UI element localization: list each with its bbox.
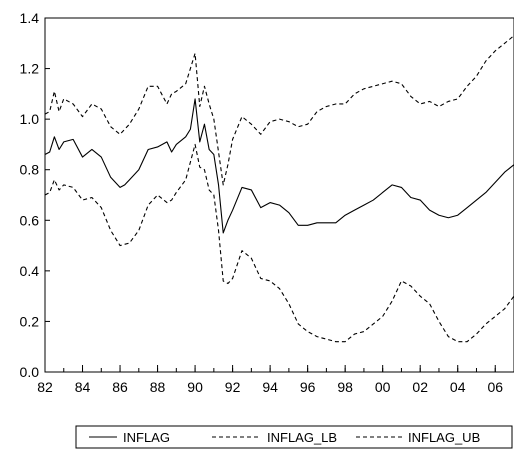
x-tick-label: 90 xyxy=(187,379,203,395)
legend-box xyxy=(75,425,513,449)
series-layer xyxy=(44,35,514,343)
x-tick-label: 94 xyxy=(262,379,278,395)
legend-label-inflag-ub: INFLAG_UB xyxy=(408,430,480,445)
x-tick-label: 06 xyxy=(487,379,503,395)
series-line-inflag xyxy=(44,98,514,234)
y-tick-label: 0.0 xyxy=(20,364,40,380)
x-tick-label: 04 xyxy=(450,379,466,395)
series-line-inflag-lb xyxy=(44,143,514,343)
y-tick-label: 1.0 xyxy=(20,111,40,127)
plot-area-frame xyxy=(44,17,514,373)
y-tick-label: 0.4 xyxy=(20,263,40,279)
y-tick-label: 0.8 xyxy=(20,162,40,178)
legend: INFLAG INFLAG_LB INFLAG_UB xyxy=(75,425,513,449)
y-tick-label: 1.2 xyxy=(20,61,40,77)
y-tick-label: 1.4 xyxy=(20,10,40,26)
x-axis: 82 84 86 88 90 92 94 96 98 00 02 04 06 xyxy=(37,365,514,395)
series-line-inflag-ub xyxy=(44,35,514,186)
legend-label-inflag: INFLAG xyxy=(123,430,170,445)
legend-label-inflag-lb: INFLAG_LB xyxy=(267,430,337,445)
x-tick-label: 88 xyxy=(150,379,166,395)
x-tick-label: 96 xyxy=(300,379,316,395)
y-tick-label: 0.2 xyxy=(20,313,40,329)
x-tick-label: 86 xyxy=(112,379,128,395)
x-tick-label: 98 xyxy=(337,379,353,395)
x-tick-label: 84 xyxy=(75,379,91,395)
x-tick-label: 00 xyxy=(375,379,391,395)
y-tick-label: 0.6 xyxy=(20,212,40,228)
y-axis: 0.0 0.2 0.4 0.6 0.8 1.0 1.2 1.4 xyxy=(20,10,50,380)
x-tick-label: 82 xyxy=(37,379,53,395)
x-tick-label: 02 xyxy=(412,379,428,395)
x-tick-label: 92 xyxy=(225,379,241,395)
